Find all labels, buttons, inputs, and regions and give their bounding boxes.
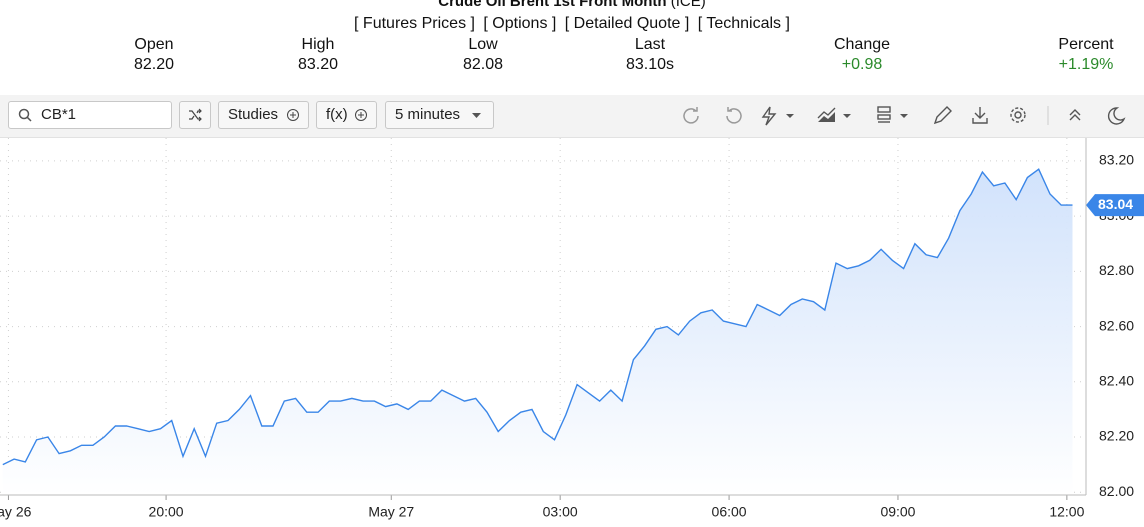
x-tick-label: 12:00	[1049, 504, 1084, 520]
quote-label: High	[301, 36, 335, 53]
y-tick-label: 82.40	[1099, 373, 1134, 389]
links: [ Futures Prices ] [ Options ] [ Detaile…	[0, 15, 1144, 33]
price-badge-label: 83.04	[1098, 196, 1133, 212]
layout-menu[interactable]	[877, 106, 908, 123]
y-tick-label: 82.00	[1099, 483, 1134, 499]
quote-value: +1.19%	[1058, 56, 1114, 73]
button-label: Studies	[228, 106, 279, 123]
studies-button[interactable]: Studies	[218, 101, 309, 129]
interval: 5 minutes	[395, 106, 461, 123]
collapse-icon[interactable]	[1069, 109, 1081, 121]
x-tick-label: 03:00	[543, 504, 578, 520]
fx-button[interactable]: f(x)	[316, 101, 377, 129]
download-icon[interactable]	[972, 107, 988, 124]
theme-icon[interactable]	[1107, 107, 1126, 125]
plus-icon	[287, 109, 299, 121]
draw-menu[interactable]	[761, 106, 794, 126]
quote-value: 82.08	[462, 56, 504, 73]
caret	[472, 113, 481, 118]
compare-button[interactable]	[179, 101, 211, 129]
y-tick-label: 83.20	[1099, 152, 1134, 168]
shuffle-icon	[189, 108, 202, 122]
link[interactable]: [ Technicals ]	[697, 15, 790, 32]
link[interactable]: [ Futures Prices ]	[354, 15, 475, 32]
pencil-icon[interactable]	[933, 106, 952, 125]
x-tick-label: 09:00	[880, 504, 915, 520]
quote-label: Percent	[1058, 36, 1114, 53]
plus-icon	[355, 109, 367, 121]
exchange: (ICE)	[670, 0, 706, 10]
quote-value: 83.20	[297, 56, 339, 73]
toolbar: CB*1 Studies f(x) 5 minutes	[0, 95, 1144, 138]
x-tick-label: 06:00	[712, 504, 747, 520]
quote-last: Last 83.10s	[580, 35, 720, 75]
y-tick-label: 82.80	[1099, 262, 1134, 278]
quote-value: +0.98	[841, 56, 883, 73]
quote-percent: Percent +1.19%	[1016, 35, 1144, 75]
toolbar-icons	[683, 106, 1126, 126]
quote-label: Change	[833, 36, 891, 53]
undo-icon[interactable]	[683, 107, 699, 124]
price-badge	[1086, 194, 1144, 217]
y-tick-label: 82.60	[1099, 317, 1134, 333]
chart-type-menu[interactable]	[817, 107, 851, 122]
quote-open: Open 82.20	[84, 35, 224, 75]
title: Crude Oil Brent 1st Front Month (ICE)	[0, 0, 1144, 10]
symbol-search[interactable]: CB*1	[8, 101, 172, 129]
quote-value: 82.20	[133, 56, 175, 73]
quote-value: 83.10s	[625, 56, 675, 73]
x-tick-label: May 26	[0, 504, 32, 520]
instrument-name: Crude Oil Brent 1st Front Month	[438, 0, 667, 10]
redo-icon[interactable]	[726, 107, 742, 124]
area	[2, 169, 1073, 495]
search-icon	[18, 108, 32, 122]
price-line	[2, 168, 1073, 466]
x-tick-label: 20:00	[149, 504, 184, 520]
y-tick-label: 82.20	[1099, 428, 1134, 444]
link[interactable]: [ Detailed Quote ]	[564, 15, 690, 32]
interval-dropdown[interactable]: 5 minutes	[385, 101, 494, 129]
link[interactable]: [ Options ]	[483, 15, 557, 32]
symbol: CB*1	[41, 106, 77, 123]
quote-high: High 83.20	[248, 35, 388, 75]
quote-change: Change +0.98	[792, 35, 932, 75]
settings-icon[interactable]	[1010, 107, 1026, 123]
quote-label: Open	[134, 36, 174, 53]
x-tick-label: May 27	[368, 504, 414, 520]
quote-low: Low 82.08	[413, 35, 553, 75]
quote-label: Last	[634, 36, 666, 53]
button-label: f(x)	[326, 106, 348, 123]
quote-label: Low	[468, 36, 498, 53]
